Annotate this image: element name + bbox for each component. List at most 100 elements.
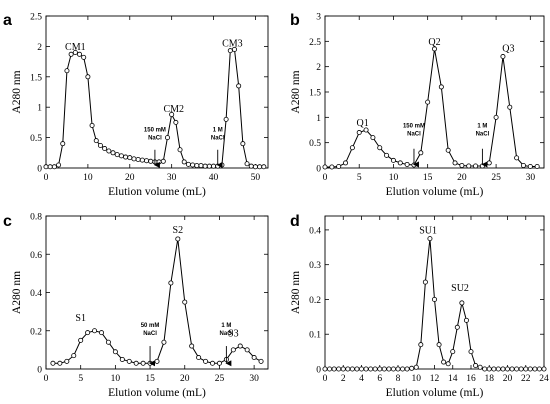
- peak-label: CM2: [163, 104, 184, 115]
- data-point: [92, 328, 98, 334]
- data-point: [413, 364, 419, 370]
- data-point: [479, 163, 485, 169]
- data-point: [244, 347, 250, 353]
- data-point: [105, 339, 111, 345]
- y-tick-label: 2: [316, 63, 321, 73]
- data-point: [534, 163, 540, 169]
- x-tick-label: 18: [485, 374, 495, 384]
- data-point: [203, 358, 209, 364]
- data-point: [202, 163, 208, 169]
- data-point: [340, 366, 346, 372]
- panel-letter: c: [3, 213, 12, 230]
- data-point: [486, 160, 492, 166]
- data-point: [85, 330, 91, 336]
- x-tick-label: 22: [521, 374, 531, 384]
- data-point: [507, 104, 513, 110]
- data-point: [231, 46, 237, 52]
- x-tick-label: 20: [125, 173, 135, 183]
- data-point: [251, 355, 257, 361]
- data-point: [97, 143, 103, 149]
- data-point: [119, 356, 125, 362]
- data-point: [168, 280, 174, 286]
- data-point: [190, 162, 196, 168]
- data-point: [60, 141, 66, 147]
- data-point: [495, 366, 501, 372]
- y-tick-label: 1: [37, 104, 42, 114]
- x-tick-label: 14: [448, 374, 458, 384]
- step-annotation-label: NaCl: [220, 331, 234, 337]
- data-point: [473, 363, 479, 369]
- data-point: [431, 296, 437, 302]
- data-point: [198, 163, 204, 169]
- step-annotation-label: NaCl: [407, 131, 421, 137]
- data-point: [127, 155, 133, 161]
- data-point: [377, 145, 383, 151]
- data-point: [329, 164, 335, 170]
- x-tick-label: 10: [83, 173, 93, 183]
- data-point: [532, 366, 538, 372]
- data-point: [161, 339, 167, 345]
- data-point: [523, 366, 529, 372]
- x-tick-label: 0: [44, 374, 49, 384]
- data-point: [450, 349, 456, 355]
- data-point: [211, 163, 217, 169]
- panel-letter: a: [3, 12, 12, 29]
- data-point: [509, 366, 515, 372]
- data-point: [454, 324, 460, 330]
- data-point: [459, 162, 465, 168]
- data-point: [536, 366, 542, 372]
- data-point: [473, 163, 479, 169]
- data-point: [518, 366, 524, 372]
- data-point: [257, 164, 263, 170]
- data-point: [363, 366, 369, 372]
- x-tick-label: 15: [423, 173, 433, 183]
- series-line: [325, 238, 544, 370]
- data-point: [196, 355, 202, 361]
- step-annotation-label: 150 mM: [144, 128, 166, 134]
- y-tick-label: 0: [37, 165, 42, 175]
- data-point: [68, 51, 74, 57]
- data-point: [327, 366, 333, 372]
- data-point: [164, 135, 170, 141]
- x-tick-label: 20: [180, 374, 190, 384]
- data-point: [445, 147, 451, 153]
- data-point: [181, 159, 187, 165]
- data-point: [244, 161, 250, 167]
- x-tick-label: 15: [145, 374, 155, 384]
- data-point: [468, 349, 474, 355]
- plot-frame: [45, 15, 269, 169]
- data-point: [194, 163, 200, 169]
- step-annotation-label: 1 M: [477, 123, 487, 129]
- data-point: [395, 366, 401, 372]
- data-point: [358, 366, 364, 372]
- data-point: [368, 366, 374, 372]
- data-point: [372, 366, 378, 372]
- step-annotation-label: 1 M: [213, 128, 223, 134]
- peak-label: CM3: [222, 38, 243, 49]
- data-point: [422, 279, 428, 285]
- data-point: [85, 74, 91, 80]
- data-point: [386, 366, 392, 372]
- x-tick-label: 8: [396, 374, 401, 384]
- panel-letter: b: [290, 12, 300, 29]
- data-point: [118, 153, 124, 159]
- data-point: [206, 163, 212, 169]
- series-line: [52, 238, 262, 364]
- data-point: [377, 366, 383, 372]
- data-point: [261, 164, 267, 170]
- data-point: [331, 366, 337, 372]
- x-axis-title: Elution volume (mL): [108, 387, 206, 399]
- peak-label: Q2: [428, 37, 440, 48]
- data-point: [64, 68, 70, 74]
- data-point: [219, 162, 225, 168]
- peak-label: Q1: [357, 118, 369, 129]
- x-tick-label: 6: [377, 374, 382, 384]
- x-axis-title: Elution volume (mL): [108, 186, 206, 198]
- x-tick-label: 24: [539, 374, 549, 384]
- data-point: [114, 152, 120, 158]
- peak-label: SU2: [451, 283, 469, 294]
- peak-label: S3: [228, 328, 239, 339]
- data-point: [486, 366, 492, 372]
- data-point: [240, 141, 246, 147]
- x-tick-label: 5: [78, 374, 83, 384]
